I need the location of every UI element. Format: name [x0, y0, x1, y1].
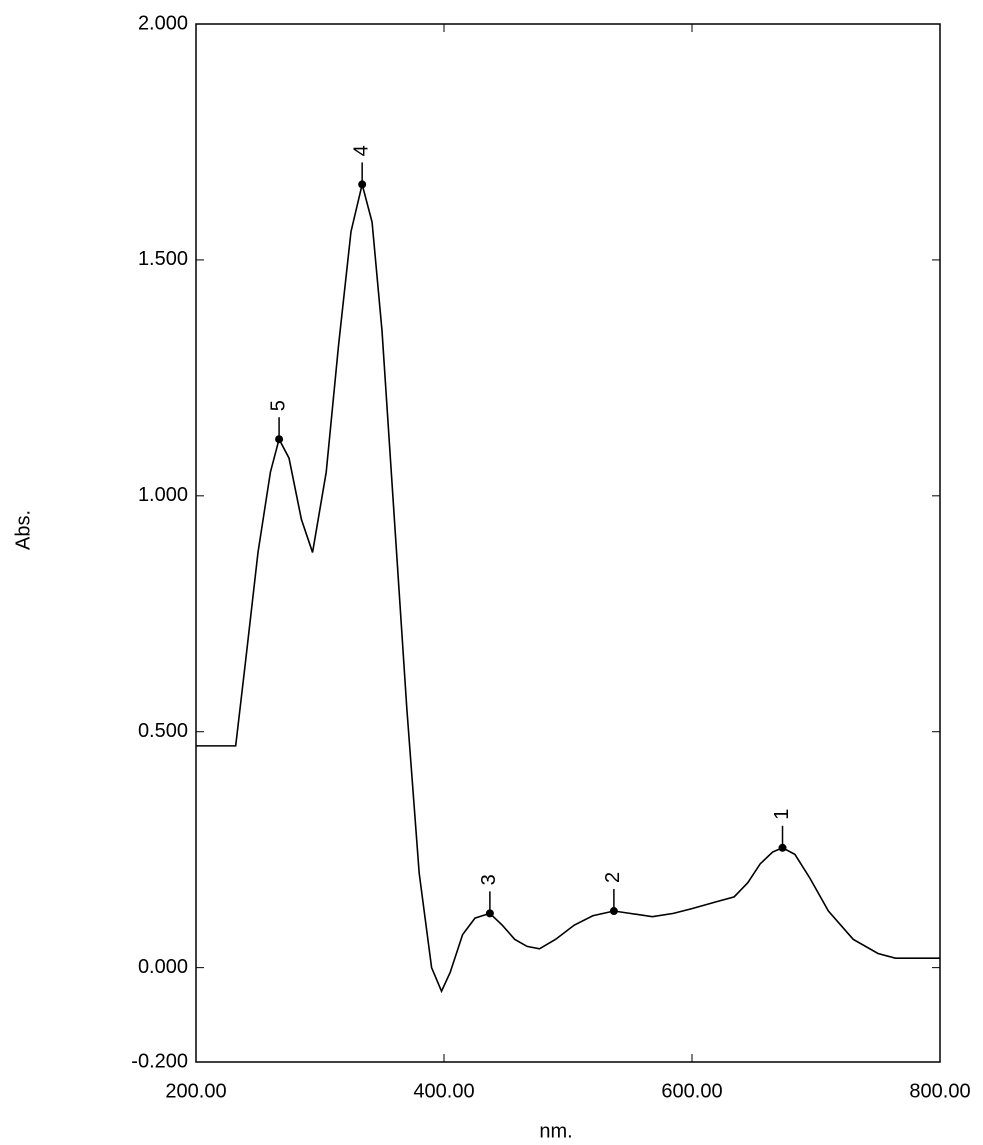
peak-marker — [486, 909, 494, 917]
y-tick-label: -0.200 — [131, 1050, 188, 1072]
x-tick-label: 200.00 — [165, 1080, 226, 1102]
peak-label: 3 — [478, 874, 500, 885]
page: nm. Abs. -0.200 0.000 0.500 1.000 1.500 2.000… — [0, 0, 983, 1145]
x-tick-label: 600.00 — [661, 1080, 722, 1102]
peak-marker — [275, 435, 283, 443]
peak-marker — [358, 180, 366, 188]
peak-label: 2 — [602, 872, 624, 883]
chart: nm. Abs. -0.200 0.000 0.500 1.000 1.500 2.000… — [0, 0, 983, 1145]
x-tick-label: 800.00 — [909, 1080, 970, 1102]
spectrum-line — [196, 184, 940, 991]
peak-label: 5 — [267, 400, 289, 411]
plot-frame — [196, 24, 940, 1062]
y-tick-label: 1.500 — [138, 248, 188, 270]
y-tick-label: 1.000 — [138, 484, 188, 506]
peak-label: 1 — [771, 809, 793, 820]
x-axis-label: nm. — [539, 1120, 572, 1142]
x-tick-label: 400.00 — [413, 1080, 474, 1102]
y-axis-label: Abs. — [12, 510, 34, 550]
peak-marker — [610, 907, 618, 915]
y-tick-label: 0.000 — [138, 956, 188, 978]
y-tick-label: 2.000 — [138, 12, 188, 34]
y-tick-label: 0.500 — [138, 720, 188, 742]
peak-marker — [779, 844, 787, 852]
peak-label: 4 — [350, 145, 372, 156]
